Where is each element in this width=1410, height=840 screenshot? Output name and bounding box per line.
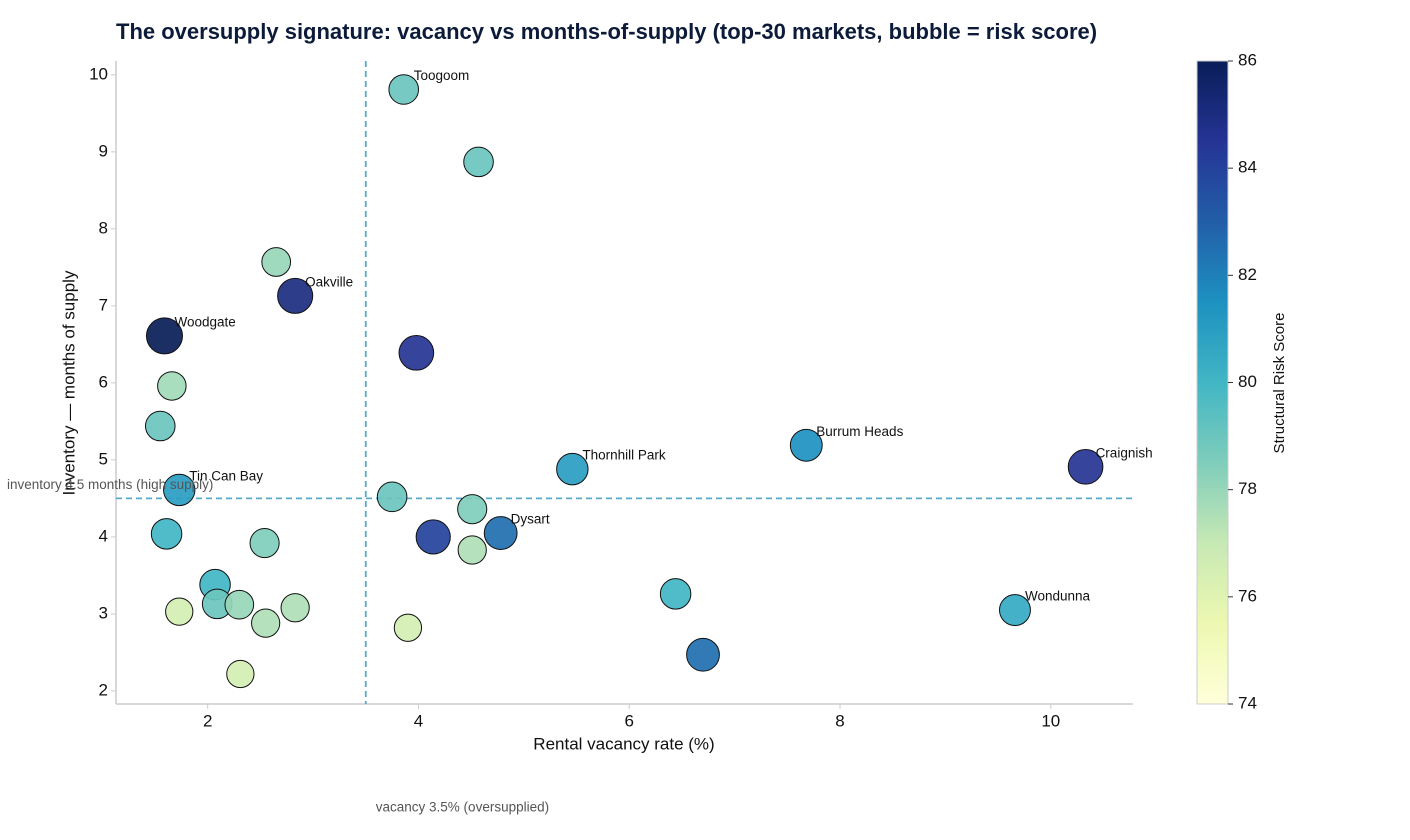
bubble: [251, 608, 281, 638]
bubble: [280, 593, 310, 623]
bubble: [157, 371, 187, 401]
x-tick-label: 4: [414, 711, 423, 730]
colorbar-tick-label: 80: [1238, 372, 1257, 391]
bubble: [277, 277, 314, 314]
bubble: [261, 247, 292, 277]
bubble: [415, 519, 451, 555]
bubble: [224, 589, 255, 620]
bubble: [393, 613, 423, 642]
x-axis-label: Rental vacancy rate (%): [533, 734, 714, 753]
colorbar-tick-label: 84: [1238, 158, 1257, 177]
point-label: Dysart: [511, 512, 550, 527]
bubble: [145, 317, 183, 355]
colorbar-label: Structural Risk Score: [1271, 313, 1288, 454]
reference-label: inventory 4.5 months (high supply): [7, 477, 213, 492]
y-tick-label: 5: [99, 449, 108, 468]
chart-title: The oversupply signature: vacancy vs mon…: [116, 19, 1097, 44]
point-label: Woodgate: [174, 314, 235, 329]
bubble: [388, 74, 420, 105]
colorbar-tick-label: 78: [1238, 479, 1257, 498]
bubble: [457, 494, 488, 525]
y-tick-label: 8: [99, 218, 108, 237]
point-label: Craignish: [1096, 445, 1153, 460]
bubble: [659, 578, 692, 610]
bubble: [150, 518, 183, 550]
colorbar: [1196, 60, 1229, 705]
x-tick-label: 6: [625, 711, 634, 730]
x-tick-label: 8: [835, 711, 844, 730]
bubble: [789, 428, 823, 462]
bubble: [1067, 449, 1104, 485]
x-tick-label: 2: [203, 711, 212, 730]
reference-label: vacancy 3.5% (oversupplied): [376, 800, 549, 815]
bubble: [144, 410, 176, 442]
point-label: Oakville: [305, 274, 353, 289]
bubble: [686, 637, 720, 672]
point-label: Wondunna: [1025, 589, 1091, 604]
bubble: [226, 659, 255, 689]
y-tick-label: 7: [99, 295, 108, 314]
y-tick-label: 10: [89, 64, 108, 83]
y-tick-label: 9: [99, 141, 108, 160]
y-tick-label: 6: [99, 372, 108, 391]
bubble: [483, 516, 518, 550]
bubble: [556, 452, 589, 486]
y-axis-label: Inventory — months of supply: [59, 270, 78, 495]
colorbar-tick-label: 76: [1238, 586, 1257, 605]
colorbar-tick-label: 86: [1238, 50, 1257, 69]
colorbar-tick-label: 74: [1238, 693, 1257, 712]
colorbar-tick-label: 82: [1238, 265, 1257, 284]
y-tick-label: 4: [99, 526, 108, 545]
bubble: [457, 535, 487, 565]
bubble: [398, 335, 435, 371]
bubble: [165, 597, 194, 626]
point-label: Tin Can Bay: [189, 468, 263, 483]
bubble: [376, 481, 408, 513]
y-tick-label: 3: [99, 603, 108, 622]
point-label: Burrum Heads: [816, 424, 903, 439]
point-label: Toogoom: [414, 68, 470, 83]
point-label: Thornhill Park: [582, 448, 666, 463]
bubble: [163, 473, 196, 507]
bubble: [463, 146, 494, 178]
x-tick-label: 10: [1041, 711, 1060, 730]
bubble: [249, 527, 280, 559]
y-tick-label: 2: [99, 680, 108, 699]
bubble: [998, 594, 1031, 627]
